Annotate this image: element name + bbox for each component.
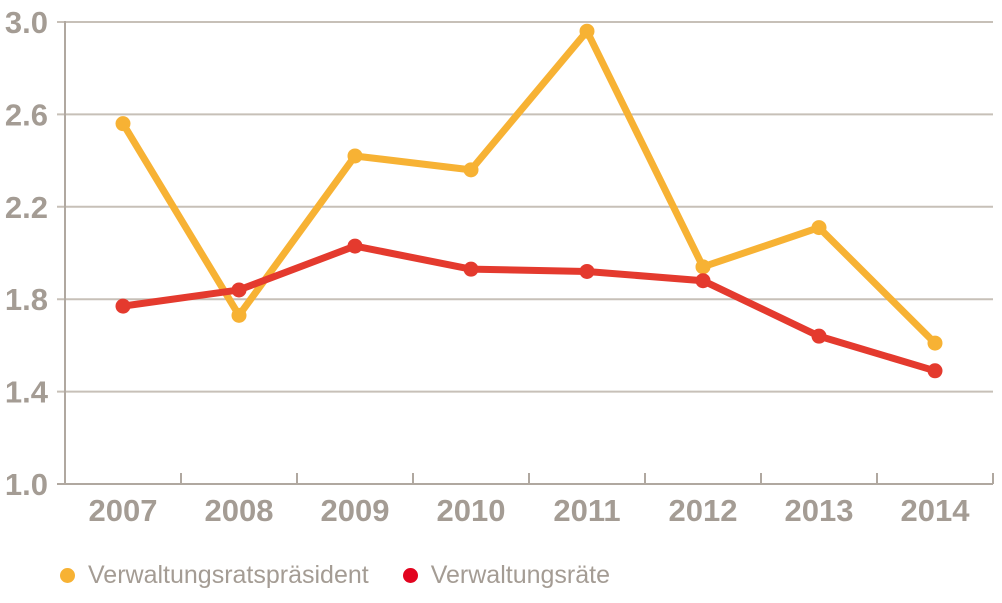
data-point — [927, 335, 943, 351]
chart-legend: Verwaltungsratspräsident Verwaltungsräte — [60, 563, 610, 588]
line-chart: 3.0 2.6 2.2 1.8 1.4 1.0 2007 2008 2009 2010 2011 20… — [5, 5, 994, 528]
series-line — [119, 27, 939, 347]
data-point — [695, 259, 711, 275]
x-tick-label: 2007 — [89, 493, 158, 528]
x-tick-label: 2012 — [669, 493, 738, 528]
y-tick-label: 2.6 — [5, 97, 48, 132]
y-tick-label: 1.8 — [5, 282, 48, 317]
y-tick-label: 3.0 — [5, 5, 48, 40]
data-point — [115, 298, 131, 314]
y-tick-label: 2.2 — [5, 190, 48, 225]
legend-item: Verwaltungsratspräsident — [60, 563, 369, 588]
data-point — [347, 148, 363, 164]
x-tick-label: 2010 — [437, 493, 506, 528]
data-point — [231, 282, 247, 298]
legend-item: Verwaltungsräte — [402, 561, 610, 589]
x-tick-label: 2009 — [321, 493, 390, 528]
legend-dot-icon — [402, 568, 418, 583]
y-tick-label: 1.0 — [5, 467, 48, 502]
x-tick-label: 2014 — [901, 493, 971, 528]
data-point — [579, 23, 595, 39]
data-point — [463, 162, 479, 178]
legend-label: Verwaltungsratspräsident — [88, 561, 369, 589]
data-point — [463, 261, 479, 277]
legend-dot-icon — [60, 568, 75, 583]
legend-label: Verwaltungsräte — [430, 561, 610, 589]
data-point — [115, 116, 131, 132]
x-tick-label: 2011 — [553, 493, 620, 528]
data-point — [927, 363, 943, 379]
data-point — [347, 238, 363, 254]
data-point — [811, 220, 827, 236]
data-point — [579, 263, 595, 279]
data-point — [695, 273, 711, 289]
x-tick-label: 2008 — [205, 493, 274, 528]
y-tick-label: 1.4 — [5, 375, 49, 410]
x-tick-label: 2013 — [785, 493, 854, 528]
data-point — [231, 307, 247, 323]
data-point — [811, 328, 827, 344]
series-line — [119, 242, 939, 375]
